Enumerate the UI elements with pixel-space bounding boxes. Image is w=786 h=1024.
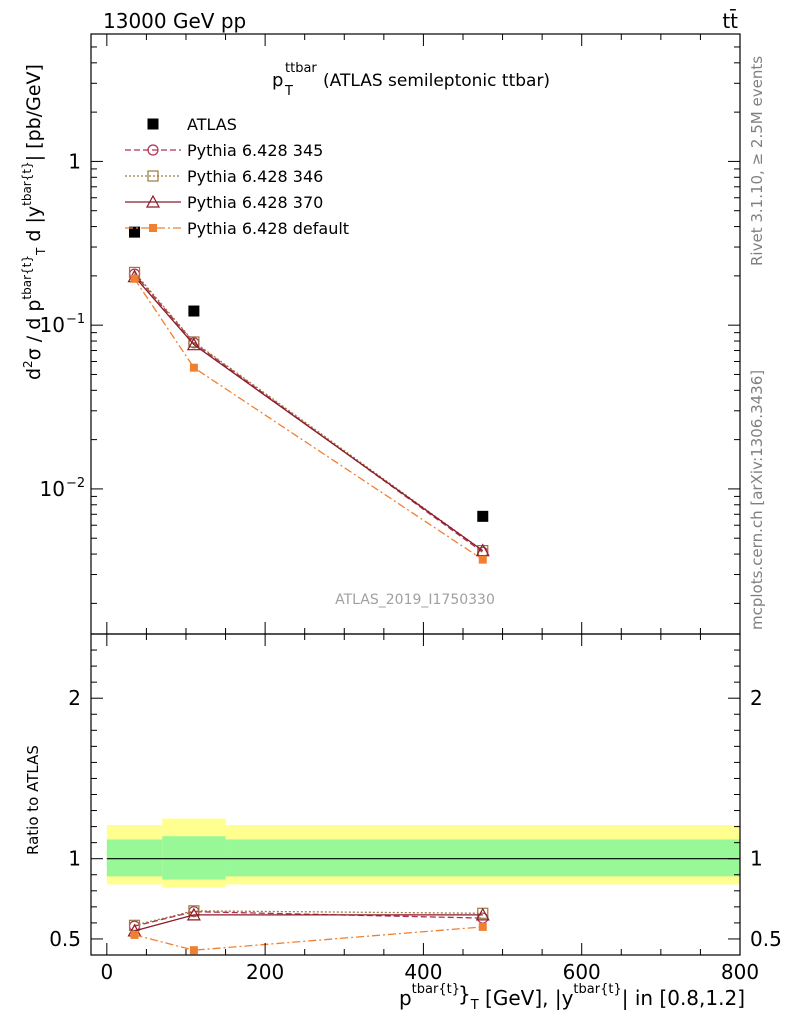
ratio-line-p345 [134,911,483,927]
uncertainty-band-inner [225,839,741,877]
x-tick-label: 600 [563,960,601,984]
point-pdefault [478,555,487,564]
legend-label-p370: Pythia 6.428 370 [187,193,323,212]
rivet-label: Rivet 3.1.10, ≥ 2.5M events [748,56,766,266]
x-axis-label: ptbar{t}}T [GeV], |ytbar{t}| in [0.8,1.2… [399,982,745,1013]
point-pdefault [130,274,139,283]
y-tick-label-ratio-right: 1 [750,847,763,871]
series-line-pdefault [133,278,484,561]
title-main: p [272,70,283,91]
y-tick-label-main: 1 [68,149,81,173]
y-tick-label-main: 10 [40,313,65,337]
x-tick-label: 200 [246,960,284,984]
main-y-label: d2σ / d ptbar{t}T d |ytbar{t}| [pb/GeV] [20,64,48,380]
ratio-point-p370 [475,907,490,921]
point-p370 [186,337,201,351]
svg-text:d2σ / d ptbar{t}T d |ytbar{t}|: d2σ / d ptbar{t}T d |ytbar{t}| [pb/GeV] [20,64,48,380]
point-data [477,510,489,522]
header-right: tt̄ [722,8,738,33]
ratio-line-p346 [134,910,483,926]
main-frame: 10 −210 −11 [40,33,741,635]
point-p370 [475,543,490,557]
ratio-point-p370 [186,907,201,921]
watermark: ATLAS_2019_I1750330 [335,592,495,608]
uncertainty-band-inner [162,836,226,880]
svg-text:ptbar{t}}T [GeV], |ytbar{t}| i: ptbar{t}}T [GeV], |ytbar{t}| in [0.8,1.2… [399,982,745,1013]
title-sup: ttbar [285,61,317,76]
point-p346 [188,336,200,348]
ratio-point-pdefault [130,930,139,939]
legend: ATLAS Pythia 6.428 345 Pythia 6.428 346 Pyt… [125,115,349,238]
legend-marker-p370 [145,194,161,208]
series-line-p345 [134,273,484,553]
y-tick-label-ratio: 0.5 [49,927,81,951]
main-plot-area [127,226,490,564]
ratio-point-p346 [188,905,200,917]
legend-label-p346: Pythia 6.428 346 [187,167,323,186]
y-tick-label-ratio: 2 [68,686,81,710]
mcplots-label: mcplots.cern.ch [arXiv:1306.3436] [748,370,766,630]
header-left: 13000 GeV pp [103,9,246,33]
point-data [188,305,200,317]
ratio-line-p370 [134,914,483,932]
x-tick-label: 0 [100,960,113,984]
legend-marker-pdefault [149,224,157,232]
ratio-point-pdefault [189,946,198,955]
y-tick-exp-main: −2 [66,476,85,491]
ratio-y-label: Ratio to ATLAS [24,745,42,855]
legend-marker-data [147,118,159,130]
point-data [129,226,141,238]
point-pdefault [189,363,198,372]
series-line-p346 [134,271,484,552]
y-tick-label-main: 10 [40,477,65,501]
ratio-line-pdefault [134,926,483,951]
x-tick-label: 800 [721,960,759,984]
legend-label-p345: Pythia 6.428 345 [187,141,323,160]
legend-label-pdefault: Pythia 6.428 default [187,219,349,238]
y-tick-label-ratio: 1 [68,847,81,871]
x-tick-label: 400 [404,960,442,984]
legend-marker-p346 [147,170,159,182]
uncertainty-band-inner [106,839,163,877]
y-tick-exp-main: −1 [66,312,85,327]
y-tick-label-ratio-right: 2 [750,686,763,710]
ratio-frame: 0.5 0.5 1 1 2 2 0 200 400 600 800 [49,633,782,984]
chart-title: p ttbar T (ATLAS semileptonic ttbar) [272,61,550,99]
ratio-point-pdefault [478,922,487,931]
title-sub: T [284,84,293,99]
series-line-p370 [134,276,484,552]
legend-label-data: ATLAS [187,115,237,134]
legend-marker-p345 [147,144,159,156]
ratio-plot-area [106,818,741,955]
y-tick-label-ratio-right: 0.5 [750,927,782,951]
title-rest: (ATLAS semileptonic ttbar) [323,71,550,91]
